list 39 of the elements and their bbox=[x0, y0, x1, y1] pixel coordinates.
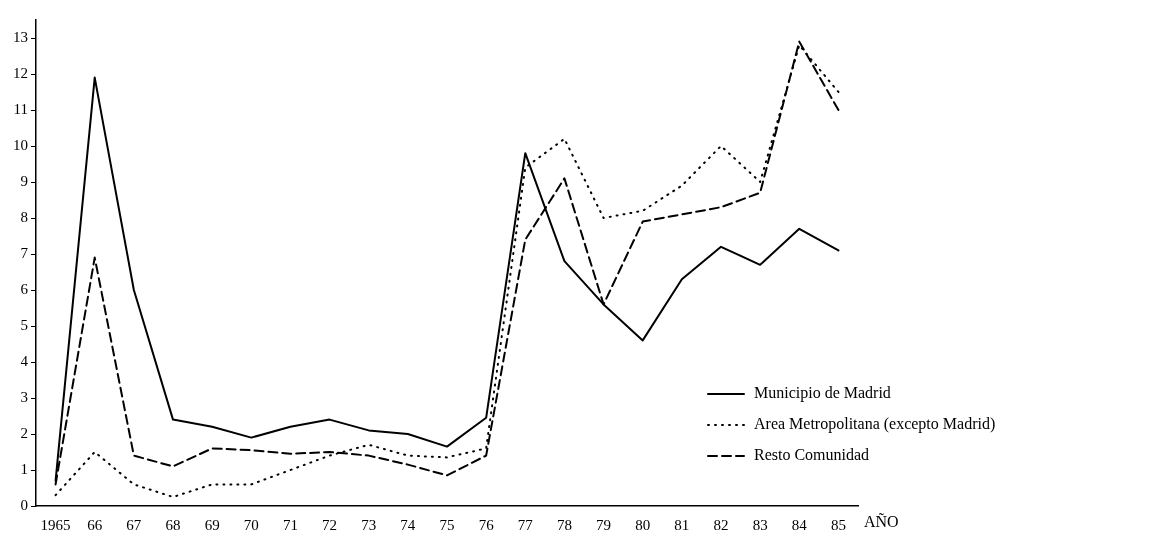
y-tick-label: 12 bbox=[13, 64, 28, 81]
y-tick-label: 5 bbox=[20, 316, 28, 333]
x-tick-label: 85 bbox=[830, 516, 846, 533]
y-tick-label: 11 bbox=[13, 100, 28, 117]
x-tick-label: 70 bbox=[243, 516, 259, 533]
x-tick-label: 75 bbox=[439, 516, 455, 533]
x-tick-label: 79 bbox=[596, 516, 612, 533]
x-tick-label: 71 bbox=[282, 516, 298, 533]
x-tick-label: 77 bbox=[517, 516, 534, 533]
x-tick-label: 66 bbox=[87, 516, 103, 533]
y-tick-label: 13 bbox=[13, 28, 28, 45]
x-tick-label: 69 bbox=[204, 516, 220, 533]
x-tick-label: 82 bbox=[713, 516, 729, 533]
y-tick-label: 8 bbox=[20, 208, 28, 225]
legend-label: Municipio de Madrid bbox=[754, 384, 891, 403]
y-tick-label: 9 bbox=[20, 172, 28, 189]
y-tick-label: 1 bbox=[20, 460, 28, 477]
y-tick-label: 2 bbox=[20, 424, 28, 441]
x-tick-label: 68 bbox=[165, 516, 181, 533]
x-tick-label: 1965 bbox=[40, 516, 71, 533]
y-tick-label: 0 bbox=[20, 496, 28, 513]
y-tick-label: 7 bbox=[20, 244, 29, 261]
x-tick-label: 83 bbox=[752, 516, 768, 533]
x-tick-label: 80 bbox=[635, 516, 651, 533]
y-tick-label: 3 bbox=[20, 388, 28, 405]
x-tick-label: 78 bbox=[556, 516, 572, 533]
y-tick-label: 4 bbox=[20, 352, 29, 369]
legend-label: Resto Comunidad bbox=[754, 446, 870, 464]
legend-label: Area Metropolitana (excepto Madrid) bbox=[754, 415, 996, 434]
x-tick-label: 84 bbox=[791, 516, 808, 533]
y-tick-label: 6 bbox=[20, 280, 29, 297]
x-tick-label: 76 bbox=[478, 516, 495, 533]
x-tick-label: 74 bbox=[400, 516, 416, 533]
x-tick-label: 73 bbox=[361, 516, 377, 533]
x-tick-label: 81 bbox=[674, 516, 690, 533]
y-tick-label: 10 bbox=[13, 136, 28, 153]
x-tick-label: 67 bbox=[126, 516, 142, 533]
x-tick-label: 72 bbox=[322, 516, 338, 533]
x-axis-title: AÑO bbox=[864, 513, 899, 531]
